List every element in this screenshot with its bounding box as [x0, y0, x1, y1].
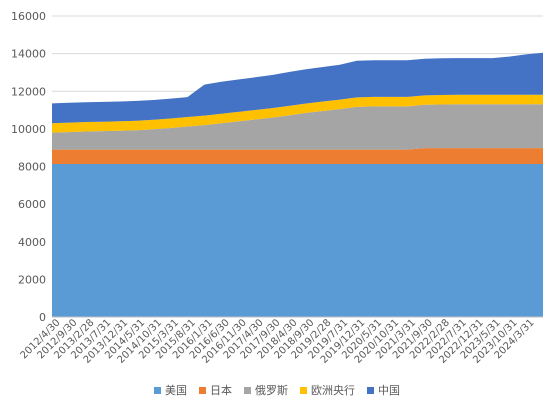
legend-label: 俄罗斯 [255, 384, 288, 397]
y-tick-label: 8000 [18, 161, 46, 174]
area-series-4 [52, 94, 543, 133]
y-tick-label: 12000 [11, 85, 46, 98]
x-axis: 2012/4/302012/9/302013/2/282013/7/312013… [19, 316, 543, 366]
area-series-2 [52, 148, 543, 164]
y-tick-label: 14000 [11, 48, 46, 61]
y-tick-label: 16000 [11, 10, 46, 23]
legend-swatch [154, 387, 161, 394]
legend-label: 日本 [210, 383, 232, 397]
legend-swatch [244, 387, 251, 394]
y-tick-label: 0 [39, 311, 46, 324]
legend-swatch [199, 387, 206, 394]
area-series-3 [52, 104, 543, 150]
legend: 美国 日本 俄罗斯 欧洲央行 中国 [154, 383, 400, 397]
y-tick-label: 10000 [11, 123, 46, 136]
legend-swatch [300, 387, 307, 394]
y-axis: 0 2000 4000 6000 8000 10000 12000 14000 16000 [11, 10, 46, 324]
series-areas [52, 52, 543, 317]
area-series-1 [52, 164, 543, 317]
legend-label: 欧洲央行 [311, 384, 355, 397]
legend-label: 中国 [378, 384, 400, 397]
area-series-5 [52, 52, 543, 124]
y-tick-label: 4000 [18, 236, 46, 249]
y-tick-label: 2000 [18, 273, 46, 286]
legend-label: 美国 [165, 384, 187, 397]
y-tick-label: 6000 [18, 198, 46, 211]
legend-swatch [367, 387, 374, 394]
